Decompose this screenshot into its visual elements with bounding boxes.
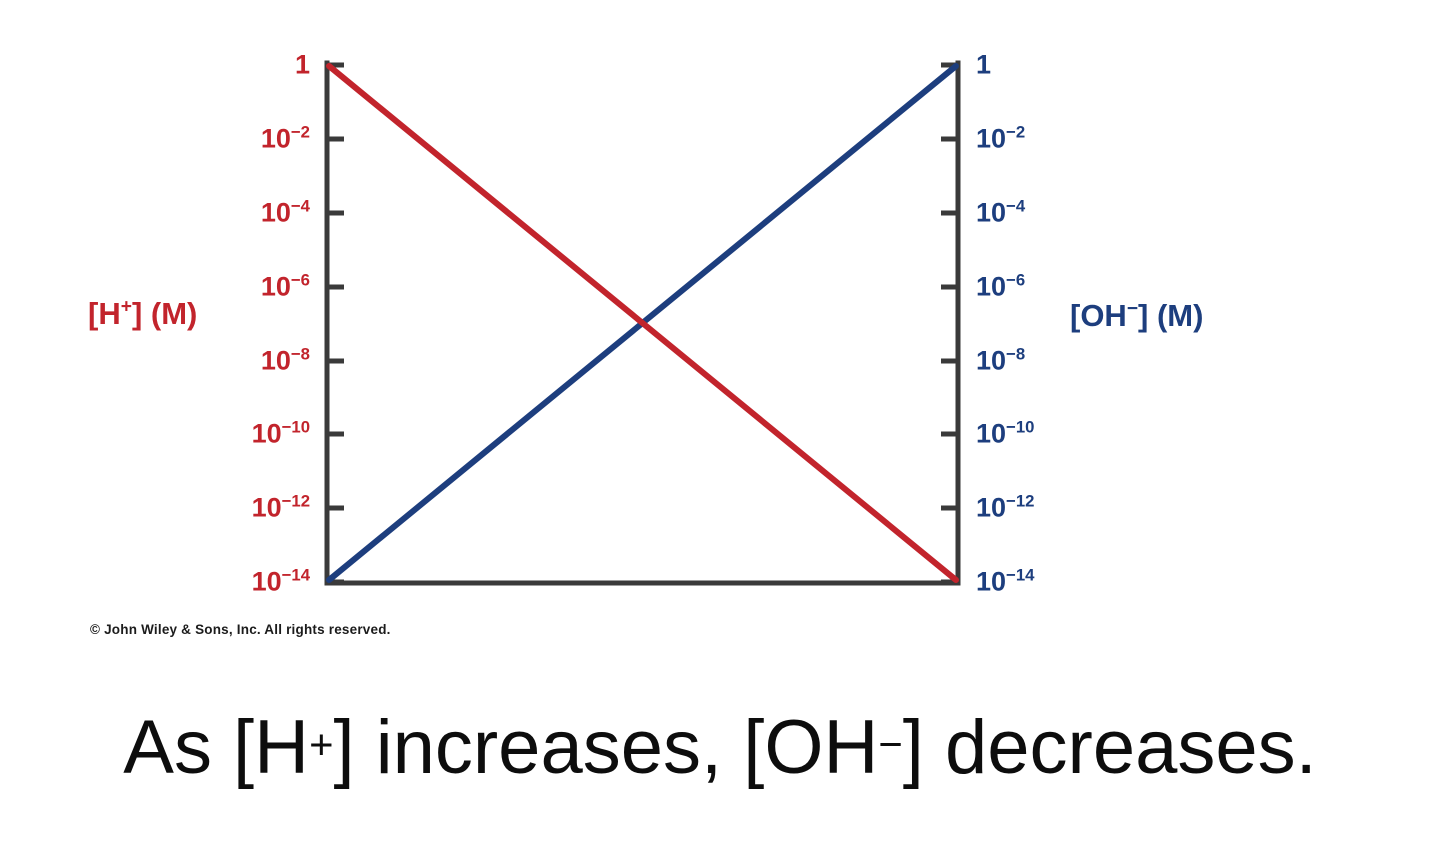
- right-axis-tick-label: 10−12: [976, 491, 1035, 523]
- right-axis-title: [OH−] (M): [1070, 298, 1204, 333]
- figure-caption: As [H+] increases, [OH−] decreases.: [123, 705, 1317, 790]
- left-axis-ticks: [327, 62, 344, 585]
- left-axis-tick-label: 10−2: [260, 122, 310, 154]
- right-axis-tick-label: 1: [976, 49, 992, 80]
- right-axis-tick-label: 10−10: [976, 417, 1035, 449]
- plot-frame: [324, 60, 961, 586]
- copyright-notice: © John Wiley & Sons, Inc. All rights res…: [90, 622, 391, 637]
- left-axis-tick-label: 10−4: [260, 196, 310, 228]
- left-axis-tick-label: 1: [294, 49, 310, 80]
- right-axis-tick-label: 10−4: [976, 196, 1026, 228]
- left-axis-tick-label: 10−6: [260, 270, 310, 302]
- left-axis-tick-label: 10−10: [251, 417, 310, 449]
- right-axis-tick-label: 10−14: [976, 565, 1035, 597]
- h-plus-series-line: [326, 63, 959, 583]
- right-axis-ticks: [941, 62, 958, 585]
- left-axis-title: [H+] (M): [88, 296, 198, 331]
- left-axis-tick-label: 10−12: [251, 491, 310, 523]
- right-axis-tick-label: 10−6: [976, 270, 1026, 302]
- right-axis-tick-label: 10−8: [976, 344, 1026, 376]
- right-axis-tick-label: 10−2: [976, 122, 1026, 154]
- left-axis-tick-label: 10−14: [251, 565, 310, 597]
- left-axis-tick-label: 10−8: [260, 344, 310, 376]
